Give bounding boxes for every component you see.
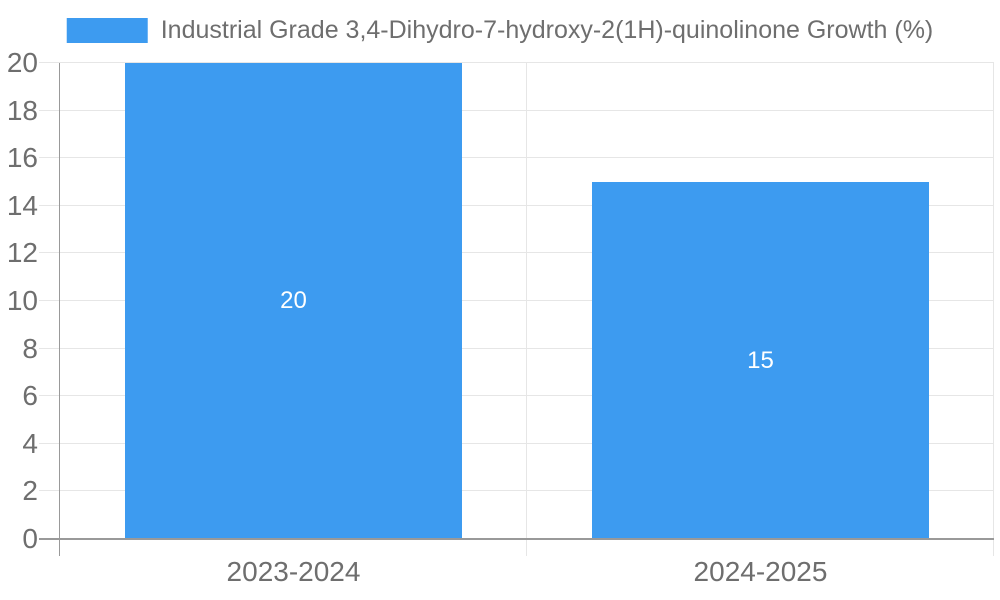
y-gridline [39, 205, 994, 206]
y-tick-label: 8 [22, 332, 38, 364]
y-tick-label: 2 [22, 475, 38, 507]
bar [592, 182, 929, 539]
y-gridline [39, 110, 994, 111]
y-axis-line [59, 63, 60, 556]
category-boundary-gridline [993, 63, 994, 556]
y-gridline [39, 348, 994, 349]
x-tick-label: 2023-2024 [226, 556, 361, 587]
y-tick-label: 20 [6, 47, 38, 78]
y-tick-label: 4 [22, 427, 38, 459]
y-gridline [39, 62, 994, 63]
y-tick-label: 16 [6, 142, 38, 174]
y-tick-label: 10 [6, 285, 38, 316]
y-gridline [39, 490, 994, 491]
bar-value-label: 15 [747, 346, 774, 374]
bar [125, 63, 462, 539]
y-gridline [39, 395, 994, 396]
bar-value-label: 20 [280, 287, 307, 314]
category-boundary-gridline [526, 63, 527, 556]
y-tick-label: 6 [22, 380, 38, 412]
y-tick-label: 18 [6, 94, 38, 126]
y-gridline [39, 157, 994, 158]
y-gridline [39, 252, 994, 253]
y-tick-label: 14 [6, 189, 38, 221]
y-gridline [39, 300, 994, 301]
y-tick-label: 0 [22, 523, 38, 554]
x-axis-baseline [39, 538, 994, 540]
chart-legend[interactable]: Industrial Grade 3,4-Dihydro-7-hydroxy-2… [66, 16, 934, 44]
x-tick-label: 2024-2025 [693, 556, 828, 587]
y-gridline [39, 443, 994, 444]
legend-label: Industrial Grade 3,4-Dihydro-7-hydroxy-2… [160, 16, 934, 44]
y-tick-label: 12 [6, 237, 38, 269]
legend-swatch-icon [66, 18, 148, 43]
